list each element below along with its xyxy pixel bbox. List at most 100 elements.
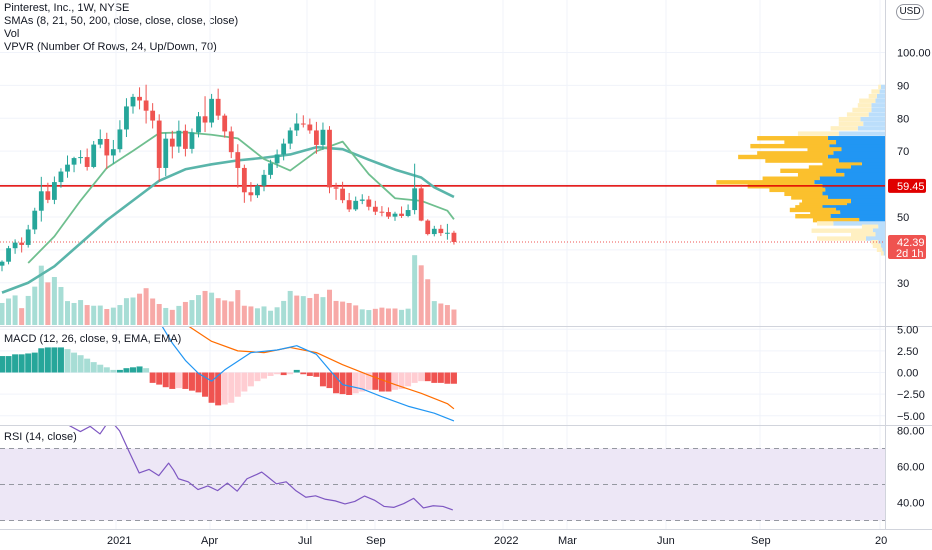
macd-histogram-bar: [188, 372, 195, 391]
rsi-line: [68, 426, 453, 511]
candle-body: [19, 242, 25, 245]
x-axis-tick-label: 2021: [107, 535, 131, 547]
candle-body: [386, 212, 391, 217]
vpvr-down-bar: [817, 236, 866, 241]
candle-body: [196, 116, 201, 133]
macd-histogram-bar: [424, 372, 431, 382]
vpvr-up-bar: [875, 98, 885, 103]
x-axis-tick-label: Jun: [657, 535, 675, 547]
volume-bar: [300, 296, 306, 325]
volume-bar: [45, 282, 51, 325]
vpvr-up-bar: [827, 136, 885, 141]
volume-bar: [235, 290, 241, 325]
vpvr-down-bar: [784, 139, 837, 145]
vpvr-down-bar: [757, 136, 828, 141]
volume-bar: [254, 308, 260, 325]
vpvr-down-bar: [716, 180, 815, 185]
macd-histogram-bar: [254, 372, 261, 382]
volume-bar: [215, 298, 221, 325]
vpvr-down-bar: [872, 243, 881, 249]
candle-body: [202, 116, 208, 123]
candle-body: [241, 167, 247, 193]
candle-body: [261, 174, 267, 186]
candle-body: [372, 206, 378, 212]
vpvr-down-bar: [846, 112, 869, 117]
volume-indicator-label[interactable]: Vol: [4, 28, 20, 40]
macd-histogram-bar: [169, 372, 176, 389]
candle-body: [294, 123, 300, 131]
candle-body: [130, 96, 136, 107]
x-axis-tick-label: Mar: [558, 535, 577, 547]
macd-histogram-bar: [130, 367, 136, 373]
rsi-legend[interactable]: RSI (14, close): [4, 431, 77, 443]
candle-body: [366, 199, 372, 207]
candle-body: [65, 164, 70, 172]
macd-histogram-bar: [103, 367, 110, 373]
macd-histogram-bar: [241, 372, 248, 392]
macd-histogram-bar: [116, 369, 123, 373]
y-axis-tick-label: 70: [897, 146, 909, 158]
vpvr-up-bar: [882, 247, 885, 252]
vpvr-up-bar: [872, 228, 885, 233]
candle-body: [71, 158, 77, 165]
volume-bar: [58, 286, 64, 325]
vpvr-down-bar: [791, 195, 828, 200]
vpvr-up-bar: [871, 103, 885, 108]
volume-bar: [71, 302, 77, 325]
macd-histogram-bar: [280, 372, 287, 376]
macd-histogram-bar: [156, 372, 163, 385]
macd-histogram-bar: [359, 372, 366, 392]
x-axis-tick-label: Jul: [298, 535, 312, 547]
macd-histogram-bar: [195, 372, 202, 393]
vpvr-down-bar: [812, 217, 860, 223]
macd-histogram-bar: [44, 347, 51, 373]
vpvr-up-bar: [851, 165, 885, 170]
macd-legend[interactable]: MACD (12, 26, close, 9, EMA, EMA): [4, 333, 182, 345]
vpvr-down-bar: [822, 162, 862, 167]
x-axis-tick-label: Apr: [201, 535, 218, 547]
macd-histogram-bar: [162, 372, 169, 388]
y-axis-tick-label: 80: [897, 113, 909, 125]
candle-body: [399, 213, 404, 216]
currency-badge[interactable]: USD: [896, 4, 924, 20]
vpvr-down-bar: [851, 232, 876, 237]
candle-body: [307, 124, 313, 131]
candle-body: [150, 110, 156, 121]
macd-histogram-bar: [57, 347, 64, 373]
candle-body: [12, 242, 18, 249]
symbol-title[interactable]: Pinterest, Inc., 1W, NYSE: [4, 2, 130, 14]
vpvr-down-bar: [859, 98, 876, 103]
volume-bar: [123, 298, 129, 325]
volume-bar: [12, 295, 18, 325]
volume-bar: [176, 305, 182, 325]
volume-bar: [248, 306, 254, 325]
candle-body: [320, 129, 326, 145]
candle-body: [117, 129, 123, 150]
vpvr-down-bar: [750, 143, 830, 149]
candle-body: [418, 188, 424, 221]
macd-histogram-bar: [12, 354, 19, 373]
x-axis-tick-label: Sep: [366, 535, 386, 547]
vpvr-down-bar: [802, 198, 851, 204]
vpvr-up-bar: [827, 154, 885, 160]
vpvr-up-bar: [825, 187, 885, 193]
candle-body: [431, 228, 437, 235]
volume-bar: [84, 305, 90, 325]
volume-bar: [78, 300, 84, 325]
volume-bar: [320, 297, 326, 325]
candle-body: [78, 157, 83, 159]
vpvr-up-bar: [851, 198, 885, 204]
macd-histogram-bar: [365, 372, 372, 390]
vpvr-up-bar: [830, 214, 885, 219]
vpvr-up-bar: [857, 126, 885, 131]
macd-histogram-bar: [18, 354, 25, 373]
vpvr-indicator-label[interactable]: VPVR (Number Of Rows, 24, Up/Down, 70): [4, 41, 217, 53]
vpvr-up-bar: [844, 172, 885, 178]
candle-body: [235, 152, 241, 168]
sma-indicator-label[interactable]: SMAs (8, 21, 50, 200, close, close, clos…: [4, 15, 239, 27]
candle-body: [124, 106, 129, 130]
macd-histogram-bar: [208, 372, 215, 403]
macd-histogram-bar: [418, 372, 425, 382]
macd-histogram-bar: [136, 366, 143, 373]
